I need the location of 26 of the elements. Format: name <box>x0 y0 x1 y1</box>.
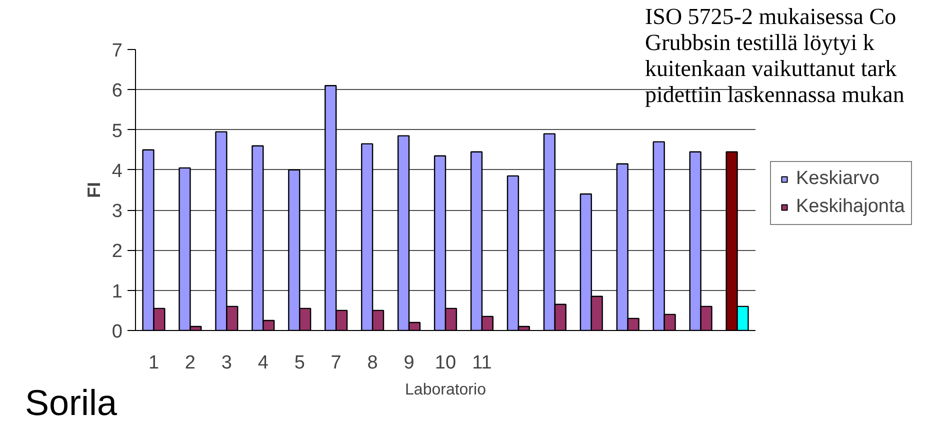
x-tick-label: 7 <box>330 352 342 374</box>
y-tick-label: 5 <box>112 120 123 142</box>
annotation: kuitenkaan vaikuttanut tark <box>645 56 897 81</box>
x-tick-label: 10 <box>434 352 456 374</box>
y-tick-label: 2 <box>112 241 123 262</box>
x-tick-label: 8 <box>367 352 378 374</box>
annotation: Grubbsin testillä löytyi k <box>645 30 874 55</box>
y-tick-label: 7 <box>112 40 123 62</box>
y-tick-label: 1 <box>112 281 123 302</box>
y-axis-title: FI <box>84 182 104 198</box>
x-tick-label: 1 <box>148 352 160 374</box>
x-tick-label: 3 <box>221 352 232 374</box>
y-tick-label: 0 <box>112 322 123 342</box>
x-axis-title: Laboratorio <box>405 382 486 398</box>
text: Sorila <box>25 381 118 425</box>
legend-label: Keskiarvo <box>796 168 880 190</box>
text: ISO 5725-2 mukaisessa Co <box>645 4 896 29</box>
y-tick-label: 6 <box>112 80 123 102</box>
x-tick-label: 9 <box>404 352 414 374</box>
y-tick-label: 4 <box>112 160 123 182</box>
y-tick-label: 3 <box>112 201 123 222</box>
x-tick-label: 4 <box>258 352 269 374</box>
x-tick-label: 11 <box>472 352 492 374</box>
legend-label: Keskihajonta <box>796 196 905 218</box>
x-tick-label: 5 <box>294 352 305 374</box>
x-tick-label: 2 <box>184 352 196 374</box>
